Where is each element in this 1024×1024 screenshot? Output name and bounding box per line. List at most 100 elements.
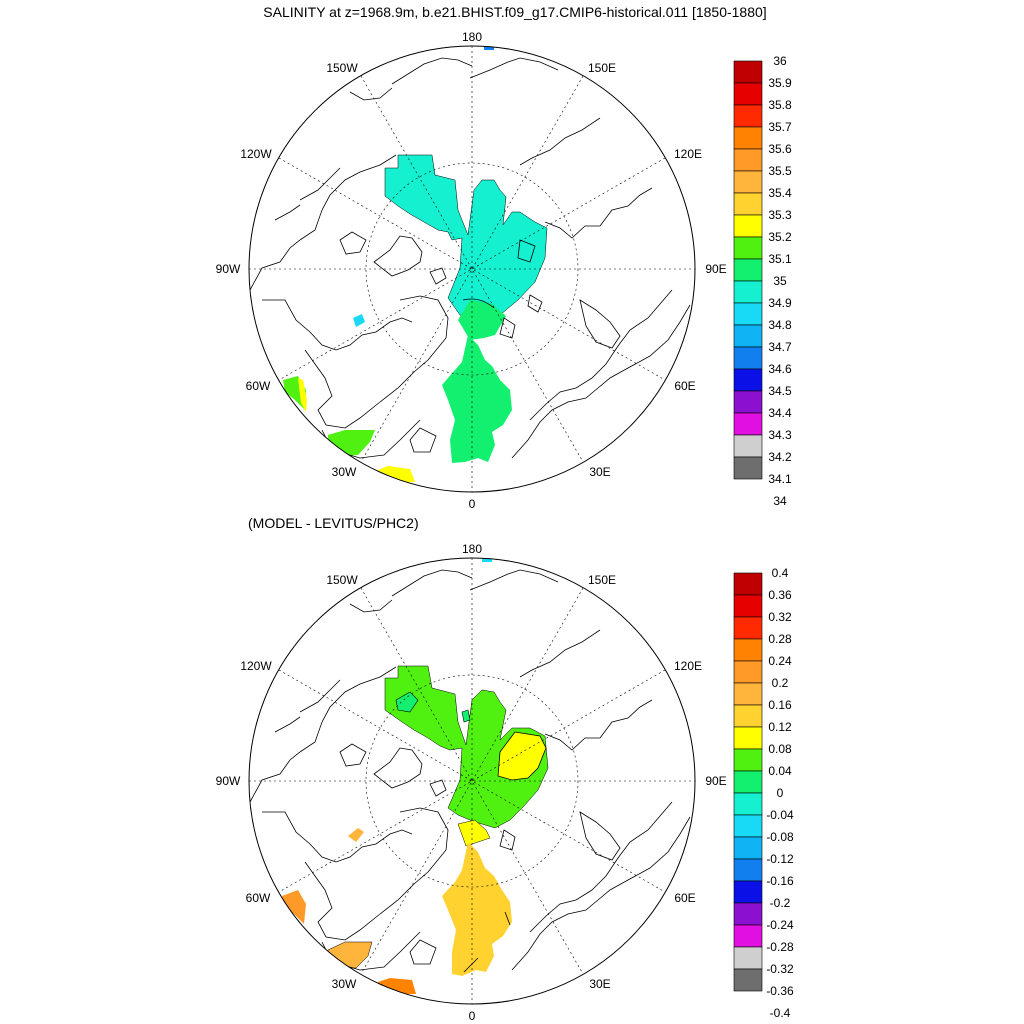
diff-lon-label-0: 0 [469, 1009, 476, 1023]
salinity-colorbar-label: 35.6 [768, 142, 792, 156]
difference-colorbar-label: 0.28 [768, 632, 792, 646]
difference-panel-title: (MODEL - LEVITUS/PHC2) [248, 515, 419, 531]
coastlines [249, 57, 691, 491]
diff-lon-label-60w: 60W [246, 891, 271, 905]
difference-colorbar-swatch [733, 748, 763, 772]
lon-label-150w: 150W [326, 61, 358, 75]
field-bering-patch [484, 46, 494, 50]
field-greenland-sea [442, 335, 512, 463]
difference-colorbar-label: -0.16 [766, 874, 794, 888]
salinity-colorbar-swatch [733, 346, 763, 370]
diff-field-fram-yellow [457, 819, 491, 847]
lon-label-150e: 150E [588, 61, 616, 75]
difference-colorbar-swatch [733, 616, 763, 640]
salinity-colorbar-swatch [733, 368, 763, 392]
difference-colorbar-label: -0.28 [766, 940, 794, 954]
difference-colorbar-label: -0.32 [766, 962, 794, 976]
salinity-colorbar-swatch [733, 280, 763, 304]
difference-colorbar-swatch [733, 682, 763, 706]
salinity-colorbar-swatch [733, 170, 763, 194]
difference-colorbar-label: -0.2 [770, 896, 791, 910]
salinity-colorbar-swatch [733, 258, 763, 282]
salinity-colorbar-label: 35.5 [768, 164, 792, 178]
difference-colorbar-swatch [733, 858, 763, 882]
difference-colorbar-swatch [733, 572, 763, 596]
difference-colorbar-label: 0.4 [772, 566, 789, 580]
salinity-colorbar-label: 34.1 [768, 472, 792, 486]
difference-colorbar-label: -0.4 [770, 1006, 791, 1020]
difference-colorbar-swatch [733, 814, 763, 838]
lon-label-180: 180 [462, 30, 482, 44]
field-central-arctic [384, 154, 548, 319]
salinity-colorbar-label: 35.7 [768, 120, 792, 134]
salinity-colorbar-swatch [733, 60, 763, 84]
salinity-colorbar-label: 36 [773, 54, 787, 68]
lon-label-60e: 60E [674, 379, 695, 393]
salinity-colorbar-swatch [733, 434, 763, 458]
salinity-colorbar-label: 35 [773, 274, 787, 288]
salinity-colorbar-label: 34.5 [768, 384, 792, 398]
lon-label-30e: 30E [589, 465, 610, 479]
diff-coastlines [249, 569, 691, 1003]
salinity-colorbar-label: 35.4 [768, 186, 792, 200]
difference-colorbar-label: 0.08 [768, 742, 792, 756]
diff-field-labrador-patch [348, 828, 364, 842]
salinity-colorbar-label: 34.4 [768, 406, 792, 420]
diff-field-baffin-bay [282, 890, 306, 924]
difference-colorbar-swatch [733, 924, 763, 948]
difference-colorbar: 0.4 0.36 0.32 0.28 0.24 0.2 0.16 0.12 0.08 0.04 0 -… [733, 566, 794, 1020]
lon-label-0: 0 [469, 497, 476, 511]
diff-field-central-arctic [384, 665, 549, 829]
diff-lon-label-150w: 150W [326, 573, 358, 587]
diff-graticule [249, 558, 695, 1004]
diff-map-boundary [248, 557, 696, 1005]
salinity-colorbar-swatch [733, 104, 763, 128]
difference-colorbar-label: -0.04 [766, 808, 794, 822]
difference-colorbar-label: 0.04 [768, 764, 792, 778]
diff-lon-label-180: 180 [462, 542, 482, 556]
lon-label-120e: 120E [674, 147, 702, 161]
difference-colorbar-swatch [733, 902, 763, 926]
salinity-colorbar-label: 34.9 [768, 296, 792, 310]
diff-lon-label-120w: 120W [240, 659, 272, 673]
diff-lon-label-30e: 30E [589, 977, 610, 991]
difference-colorbar-swatch [733, 836, 763, 860]
lon-labels: 180 0 150W 150E 120W 120E 90W 90E 60W 60… [216, 30, 727, 511]
salinity-colorbar-label: 34.3 [768, 428, 792, 442]
difference-colorbar-swatch [733, 660, 763, 684]
diff-field-irminger-sea [327, 941, 373, 969]
difference-colorbar-label: 0.16 [768, 698, 792, 712]
difference-map-panel: 180 0 150W 150E 120W 120E 90W 90E 60W 60… [216, 542, 727, 1023]
difference-colorbar-swatch [733, 792, 763, 816]
salinity-colorbar-swatch [733, 390, 763, 414]
diff-lon-label-60e: 60E [674, 891, 695, 905]
diff-lon-label-120e: 120E [674, 659, 702, 673]
field-irminger-sea [328, 430, 375, 456]
figure-title: SALINITY at z=1968.9m, b.e21.BHIST.f09_g… [263, 4, 766, 20]
difference-colorbar-swatch [733, 594, 763, 618]
salinity-colorbar-swatch [733, 148, 763, 172]
diff-lon-label-90w: 90W [216, 774, 241, 788]
salinity-colorbar-label: 34.6 [768, 362, 792, 376]
difference-colorbar-swatch [733, 946, 763, 970]
salinity-colorbar-label: 35.3 [768, 208, 792, 222]
field-baffin-bay-yellow [298, 378, 307, 412]
difference-colorbar-label: -0.36 [766, 984, 794, 998]
difference-colorbar-swatch [733, 770, 763, 794]
salinity-colorbar-label: 35.9 [768, 76, 792, 90]
salinity-colorbar-label: 34.8 [768, 318, 792, 332]
difference-colorbar-label: 0.36 [768, 588, 792, 602]
difference-colorbar-label: 0.2 [772, 676, 789, 690]
salinity-colorbar-label: 34 [773, 494, 787, 508]
salinity-colorbar-label: 35.1 [768, 252, 792, 266]
salinity-colorbar-swatch [733, 82, 763, 106]
salinity-colorbar-swatch [733, 236, 763, 260]
difference-map-content [249, 558, 691, 1003]
difference-colorbar-swatch [733, 704, 763, 728]
difference-colorbar-label: 0 [777, 786, 784, 800]
diff-field-kara-yellow [497, 731, 547, 781]
salinity-colorbar-label: 35.2 [768, 230, 792, 244]
graticule [249, 46, 695, 492]
difference-colorbar-swatch [733, 638, 763, 662]
